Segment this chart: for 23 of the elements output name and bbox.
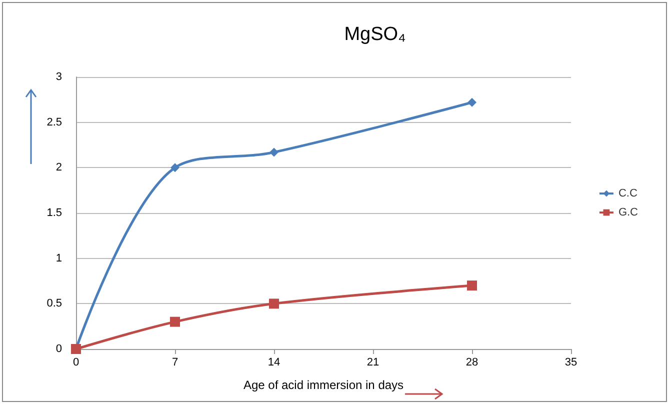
point <box>170 163 180 172</box>
y-tick-label: 1 <box>56 252 62 264</box>
point <box>468 98 476 107</box>
y-tick-label: 0 <box>56 343 62 355</box>
legend-label: G.C <box>618 206 638 218</box>
point <box>170 316 180 327</box>
y-tick-label: 2.5 <box>46 116 62 128</box>
x-tick-label: 0 <box>72 356 80 368</box>
y-tick-label: 0.5 <box>46 298 62 310</box>
point <box>467 280 477 291</box>
x-tick-label: 7 <box>172 356 178 368</box>
legend-label: C.C <box>618 188 638 200</box>
x-axis-title: Age of acid immersion in days <box>243 378 404 392</box>
x-tick-label: 14 <box>268 356 280 368</box>
y-tick-label: 3 <box>56 71 62 83</box>
point <box>269 298 279 309</box>
chart-title: MgSO₄ <box>344 24 406 45</box>
x-tick-label: 28 <box>466 356 478 368</box>
x-tick-label: 21 <box>366 356 380 368</box>
y-tick-label: 2 <box>56 162 62 174</box>
y-tick-label: 1.5 <box>46 207 62 219</box>
point <box>270 148 278 157</box>
x-tick-label: 35 <box>564 356 578 368</box>
